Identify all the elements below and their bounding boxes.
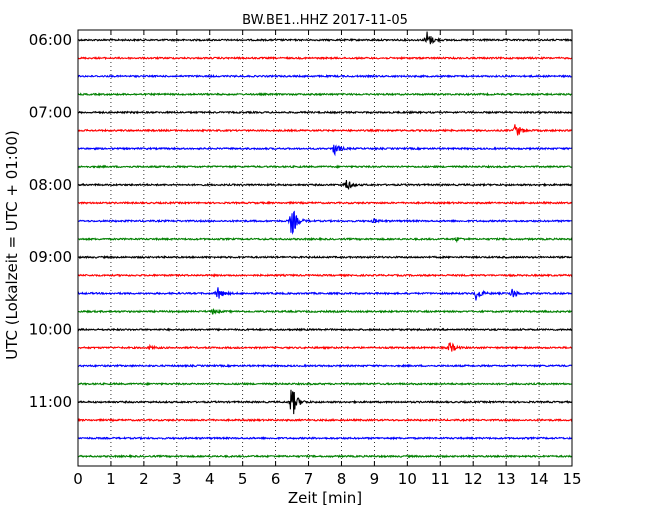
chart-title: BW.BE1..HHZ 2017-11-05	[242, 13, 408, 28]
trace-0715	[77, 124, 573, 136]
trace-group	[77, 31, 573, 459]
trace-1145	[77, 454, 573, 459]
x-tick-label: 6	[271, 470, 281, 488]
x-tick-label: 5	[238, 470, 248, 488]
x-tick-label: 10	[398, 470, 417, 488]
x-tick-label: 15	[562, 470, 581, 488]
trace-0800	[77, 180, 573, 191]
x-tick-label: 8	[337, 470, 347, 488]
y-axis-ticks: 06:00 07:00 08:00 09:00 10:00 11:00	[29, 31, 572, 411]
trace-0615	[77, 55, 573, 61]
trace-1030	[77, 363, 573, 368]
trace-1045	[77, 381, 573, 387]
x-tick-label: 3	[172, 470, 182, 488]
y-tick-label: 09:00	[29, 248, 72, 266]
trace-1115	[77, 417, 573, 423]
trace-1100	[77, 389, 573, 415]
trace-0830	[77, 210, 573, 235]
x-tick-label: 1	[106, 470, 116, 488]
trace-0930	[77, 287, 573, 301]
trace-0745	[77, 164, 573, 169]
x-tick-label: 7	[304, 470, 314, 488]
trace-0900	[77, 255, 573, 260]
grid-lines	[110, 30, 540, 466]
y-axis-label: UTC (Lokalzeit = UTC + 01:00)	[3, 130, 21, 360]
x-tick-label: 9	[370, 470, 380, 488]
plot-frame	[77, 29, 573, 467]
trace-0600	[77, 31, 573, 45]
trace-0915	[77, 272, 573, 278]
y-tick-label: 06:00	[29, 31, 72, 49]
x-axis-ticks: 0 1 2 3 4 5 6 7 8 9 10 11 12 13 14 15	[73, 30, 582, 488]
y-tick-label: 07:00	[29, 103, 72, 121]
x-tick-label: 2	[139, 470, 149, 488]
trace-0630	[77, 74, 573, 79]
trace-0700	[77, 110, 573, 115]
x-axis-label: Zeit [min]	[288, 489, 362, 507]
y-tick-label: 10:00	[29, 321, 72, 339]
x-tick-label: 4	[205, 470, 215, 488]
trace-1000	[77, 327, 573, 332]
y-tick-label: 08:00	[29, 176, 72, 194]
trace-0845	[77, 236, 573, 244]
x-tick-label: 11	[431, 470, 450, 488]
trace-0815	[77, 200, 573, 206]
x-tick-label: 12	[464, 470, 483, 488]
x-tick-label: 0	[73, 470, 83, 488]
x-tick-label: 13	[497, 470, 516, 488]
trace-0645	[77, 92, 573, 97]
trace-1130	[77, 435, 573, 441]
y-tick-label: 11:00	[29, 393, 72, 411]
trace-0945	[77, 308, 573, 315]
trace-1015	[77, 342, 573, 352]
x-tick-label: 14	[530, 470, 549, 488]
trace-0730	[77, 144, 573, 157]
